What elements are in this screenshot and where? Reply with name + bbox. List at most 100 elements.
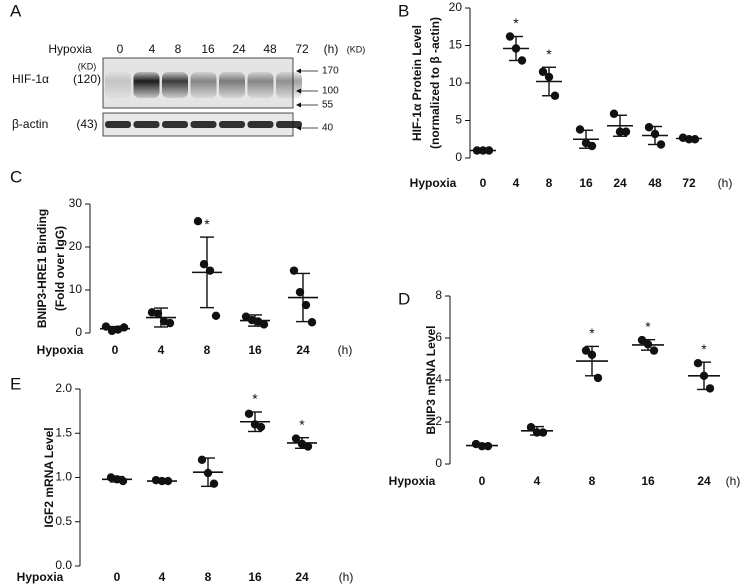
x-tick-label: 8 [205,570,212,584]
y-tick-label: 8 [435,288,442,302]
y-tick-label: 1.5 [55,425,72,439]
actin-band [105,121,131,128]
arrow-head [296,102,301,108]
data-point [157,476,167,486]
data-point [593,373,603,383]
data-point [656,140,666,149]
y-tick-label: 30 [69,196,83,210]
data-point [199,260,209,269]
data-point [649,346,659,355]
significance-mark: * [513,15,519,31]
control-kd-label: (43) [76,117,97,131]
panel-letter: D [398,289,410,308]
data-point [538,428,548,437]
x-tick-label: 8 [546,176,553,190]
y-tick-label: 5 [455,113,462,127]
lane-label: 48 [263,42,277,56]
data-point [484,146,494,155]
marker-label: 170 [322,66,339,77]
data-point [526,423,536,432]
data-point [587,141,597,151]
data-point [690,135,700,144]
y-tick-label: 0.0 [55,558,72,572]
arrow-head [296,88,301,94]
x-tick-label: 16 [579,176,593,190]
data-point [544,72,554,82]
panel-letter: B [398,1,409,20]
y-tick-label: 20 [69,239,83,253]
data-point [203,468,213,478]
hif-band [190,72,217,98]
x-tick-label: 4 [513,176,520,190]
data-point [472,146,482,155]
x-axis-title: Hypoxia [389,474,436,488]
x-tick-label: 48 [648,176,662,190]
y-axis-title: IGF2 mRNA Level [42,427,56,527]
y-axis-title: (normalized to β -actin) [428,17,442,149]
panel-letter: C [10,167,22,186]
marker-label: 55 [322,100,334,111]
significance-mark: * [701,341,707,357]
data-point [193,217,203,226]
data-point [550,91,560,100]
data-point [581,346,591,355]
y-tick-label: 2 [435,414,442,428]
hif-band [219,72,245,98]
actin-band [133,121,160,128]
x-tick-label: 16 [248,570,262,584]
y-tick-label: 2.0 [55,381,72,395]
data-point [637,335,647,345]
protein-kd-label: (120) [73,72,101,86]
panel-letter: E [10,374,21,393]
x-tick-label: 16 [641,474,655,488]
data-point [699,371,709,380]
data-point [289,266,299,275]
y-tick-label: 10 [449,75,463,89]
data-point [587,350,597,359]
data-point [256,422,266,432]
hif-band [162,72,188,98]
x-axis-title: Hypoxia [17,570,64,584]
data-point [307,318,317,327]
data-point [244,409,254,418]
data-point [615,127,625,136]
hif-band [276,72,302,98]
data-point [684,135,694,144]
y-axis-title: BNIP3-HRE1 Binding [35,209,49,328]
panel-letter: A [10,1,22,20]
x-tick-label: 8 [589,474,596,488]
actin-band [162,121,188,128]
x-tick-label: 0 [480,176,487,190]
data-point [119,323,129,332]
lane-label: 16 [201,42,215,56]
x-tick-label: 24 [697,474,711,488]
protein-label: HIF-1α [12,72,49,86]
x-tick-label: 4 [158,343,165,357]
data-point [532,428,542,437]
data-point [650,129,660,139]
data-point [209,479,219,488]
data-point [301,300,311,310]
marker-label: 100 [322,86,339,97]
x-tick-label: 72 [682,176,696,190]
x-unit: (h) [338,343,353,357]
data-point [165,318,175,328]
x-tick-label: 24 [296,343,310,357]
significance-mark: * [299,416,305,432]
y-tick-label: 0 [435,456,442,470]
y-tick-label: 0.5 [55,514,72,528]
lane-label: 0 [117,42,124,56]
significance-mark: * [204,216,210,232]
y-axis-title: (Fold over IgG) [53,226,67,311]
y-tick-label: 6 [435,330,442,344]
actin-band [276,121,302,128]
control-label: β-actin [12,117,48,131]
y-tick-label: 0 [455,150,462,164]
x-tick-label: 0 [112,343,119,357]
x-unit: (h) [718,176,733,190]
protein-kd-label: (KD) [78,61,97,71]
y-tick-label: 1.0 [55,470,72,484]
arrow-head [296,68,301,74]
data-point [295,287,305,297]
